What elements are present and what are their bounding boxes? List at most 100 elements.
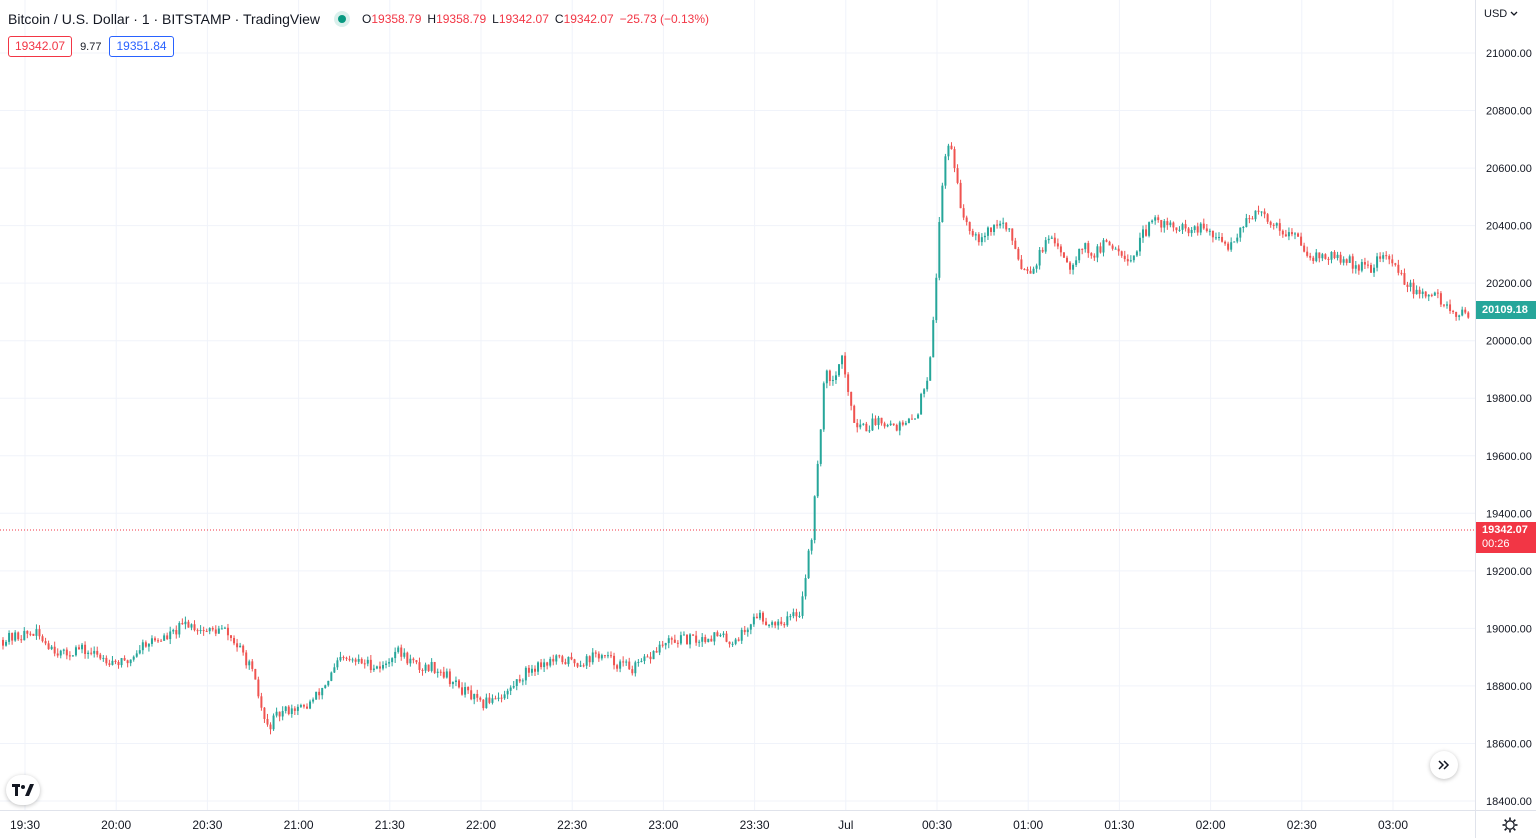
candle-body — [564, 662, 567, 665]
candle-body — [631, 669, 634, 674]
candle-body — [1096, 246, 1099, 258]
candle-body — [853, 405, 856, 423]
candle-body — [1254, 210, 1257, 220]
candle-body — [479, 697, 482, 700]
candle-body — [281, 710, 284, 717]
candle-body — [1430, 294, 1433, 296]
tradingview-logo-icon[interactable] — [6, 775, 40, 805]
candle-body — [409, 658, 412, 664]
chart-settings-button[interactable] — [1500, 815, 1520, 835]
candle-body — [1300, 236, 1303, 246]
candle-body — [907, 418, 910, 423]
candle-body — [1394, 263, 1397, 265]
candle-body — [625, 661, 628, 663]
candle-body — [737, 639, 740, 641]
candle-body — [400, 647, 403, 657]
currency-selector[interactable]: USD — [1484, 8, 1518, 20]
candle-body — [1345, 259, 1348, 263]
candle-body — [1257, 210, 1260, 212]
symbol-title[interactable]: Bitcoin / U.S. Dollar · 1 · BITSTAMP · T… — [8, 11, 320, 27]
candle-body — [889, 423, 892, 426]
market-status-icon[interactable] — [338, 15, 346, 23]
candle-body — [1181, 224, 1184, 230]
buy-price-button[interactable]: 19351.84 — [109, 36, 174, 57]
y-tick-label: 20000.00 — [1486, 336, 1532, 348]
candle-body — [1442, 304, 1445, 306]
candle-body — [935, 277, 938, 321]
candle-body — [205, 631, 208, 633]
candle-body — [1464, 309, 1467, 313]
candle-body — [1178, 229, 1181, 231]
x-tick-label: 19:30 — [10, 818, 40, 832]
candle-body — [1090, 253, 1093, 256]
candle-body — [731, 643, 734, 645]
candle-body — [1388, 256, 1391, 260]
sell-price-button[interactable]: 19342.07 — [8, 36, 73, 57]
candle-body — [1446, 304, 1448, 306]
candle-body — [698, 641, 701, 643]
scroll-to-realtime-button[interactable] — [1430, 751, 1458, 779]
candle-body — [1221, 236, 1224, 242]
candle-body — [1333, 251, 1336, 259]
candle-body — [454, 680, 457, 683]
candle-body — [1205, 228, 1208, 232]
candle-body — [266, 718, 269, 725]
candle-body — [740, 629, 743, 641]
candle-body — [929, 357, 932, 381]
candle-body — [1230, 242, 1233, 250]
candle-body — [701, 637, 704, 642]
candle-body — [962, 208, 965, 218]
candle-body — [892, 423, 895, 425]
candle-body — [1160, 220, 1163, 228]
candle-body — [290, 708, 293, 715]
candle-body — [643, 656, 646, 661]
candle-body — [111, 660, 114, 665]
candle-body — [345, 657, 348, 659]
candle-body — [603, 655, 606, 657]
candle-body — [877, 417, 880, 426]
candle-body — [448, 671, 451, 685]
candle-body — [716, 632, 719, 637]
y-tick-label: 20400.00 — [1486, 221, 1532, 233]
candle-body — [549, 658, 552, 666]
candle-body — [676, 642, 679, 644]
candle-body — [1360, 262, 1363, 271]
candle-body — [1415, 289, 1418, 295]
candle-body — [102, 657, 105, 659]
candle-body — [193, 624, 196, 631]
candle-body — [132, 656, 135, 660]
candle-body — [895, 424, 898, 431]
candle-body — [1382, 255, 1385, 259]
candle-body — [646, 656, 649, 658]
candle-body — [1081, 248, 1084, 250]
candle-body — [190, 624, 193, 628]
candle-body — [555, 655, 558, 662]
candle-body — [783, 624, 786, 626]
candle-body — [743, 629, 746, 633]
candle-body — [99, 654, 102, 659]
candle-body — [1129, 260, 1132, 262]
candle-body — [786, 616, 789, 626]
candle-body — [339, 656, 342, 661]
candle-body — [1363, 262, 1366, 265]
candle-body — [1379, 256, 1382, 259]
ohlc-close-label: C — [554, 12, 564, 26]
candle-body — [1202, 223, 1205, 229]
candle-body — [154, 638, 156, 641]
candle-body — [424, 664, 427, 671]
candle-body — [810, 540, 813, 551]
candle-body — [1297, 233, 1300, 237]
candle-body — [1029, 270, 1032, 274]
candle-body — [1233, 241, 1236, 243]
candle-body — [798, 615, 801, 617]
candle-body — [990, 227, 992, 232]
candle-body — [920, 393, 923, 415]
candle-body — [369, 659, 372, 671]
candle-body — [1357, 265, 1360, 271]
candle-body — [47, 643, 50, 650]
candle-body — [1324, 254, 1327, 259]
candle-body — [862, 423, 865, 425]
candle-body — [470, 690, 473, 700]
